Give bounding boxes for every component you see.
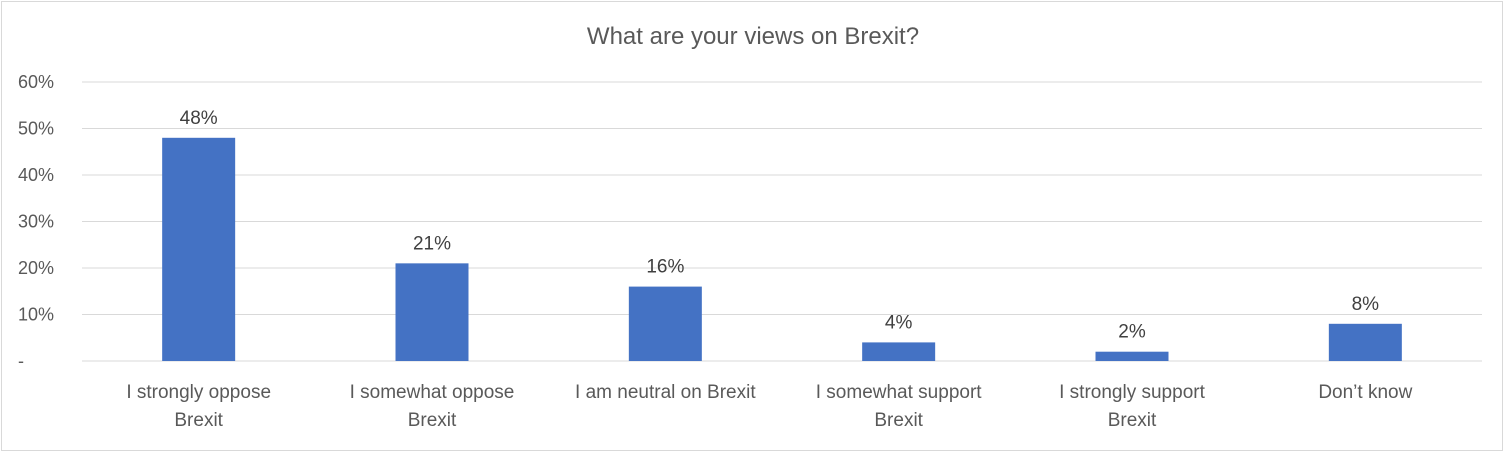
x-category-label: I strongly oppose bbox=[126, 382, 271, 403]
y-tick-label: 60% bbox=[18, 72, 54, 92]
bar bbox=[1095, 351, 1169, 361]
bar bbox=[162, 137, 236, 361]
x-category-label: Brexit bbox=[874, 410, 923, 431]
x-axis-categories: I strongly oppose Brexit I somewhat oppose… bbox=[126, 382, 1412, 431]
y-tick-label: 40% bbox=[18, 165, 54, 185]
data-label: 8% bbox=[1352, 294, 1380, 315]
gridlines bbox=[82, 81, 1482, 362]
x-category-label: I somewhat support bbox=[816, 382, 983, 403]
chart-title: What are your views on Brexit? bbox=[587, 23, 919, 50]
data-labels: 48% 21% 16% 4% 2% 8% bbox=[180, 108, 1380, 343]
bars bbox=[162, 137, 1402, 361]
data-label: 4% bbox=[885, 312, 913, 333]
data-label: 21% bbox=[413, 233, 451, 254]
bar bbox=[395, 263, 469, 361]
x-category-label: Brexit bbox=[174, 410, 223, 431]
bar bbox=[1328, 323, 1402, 361]
y-tick-label: 50% bbox=[18, 119, 54, 139]
bar bbox=[862, 342, 936, 361]
data-label: 48% bbox=[180, 108, 218, 129]
x-category-label: Brexit bbox=[408, 410, 457, 431]
x-category-label: I strongly support bbox=[1059, 382, 1205, 403]
x-category-label: I am neutral on Brexit bbox=[575, 382, 756, 403]
y-tick-label: 10% bbox=[18, 305, 54, 325]
y-tick-label: 20% bbox=[18, 258, 54, 278]
data-label: 16% bbox=[646, 257, 684, 278]
data-label: 2% bbox=[1118, 322, 1146, 343]
y-axis-ticks: - 10% 20% 30% 40% 50% 60% bbox=[18, 72, 54, 371]
y-tick-label: - bbox=[18, 351, 24, 371]
bar bbox=[628, 286, 702, 361]
x-category-label: Brexit bbox=[1108, 410, 1157, 431]
x-category-label: I somewhat oppose bbox=[350, 382, 515, 403]
y-tick-label: 30% bbox=[18, 212, 54, 232]
x-category-label: Don’t know bbox=[1318, 382, 1412, 403]
